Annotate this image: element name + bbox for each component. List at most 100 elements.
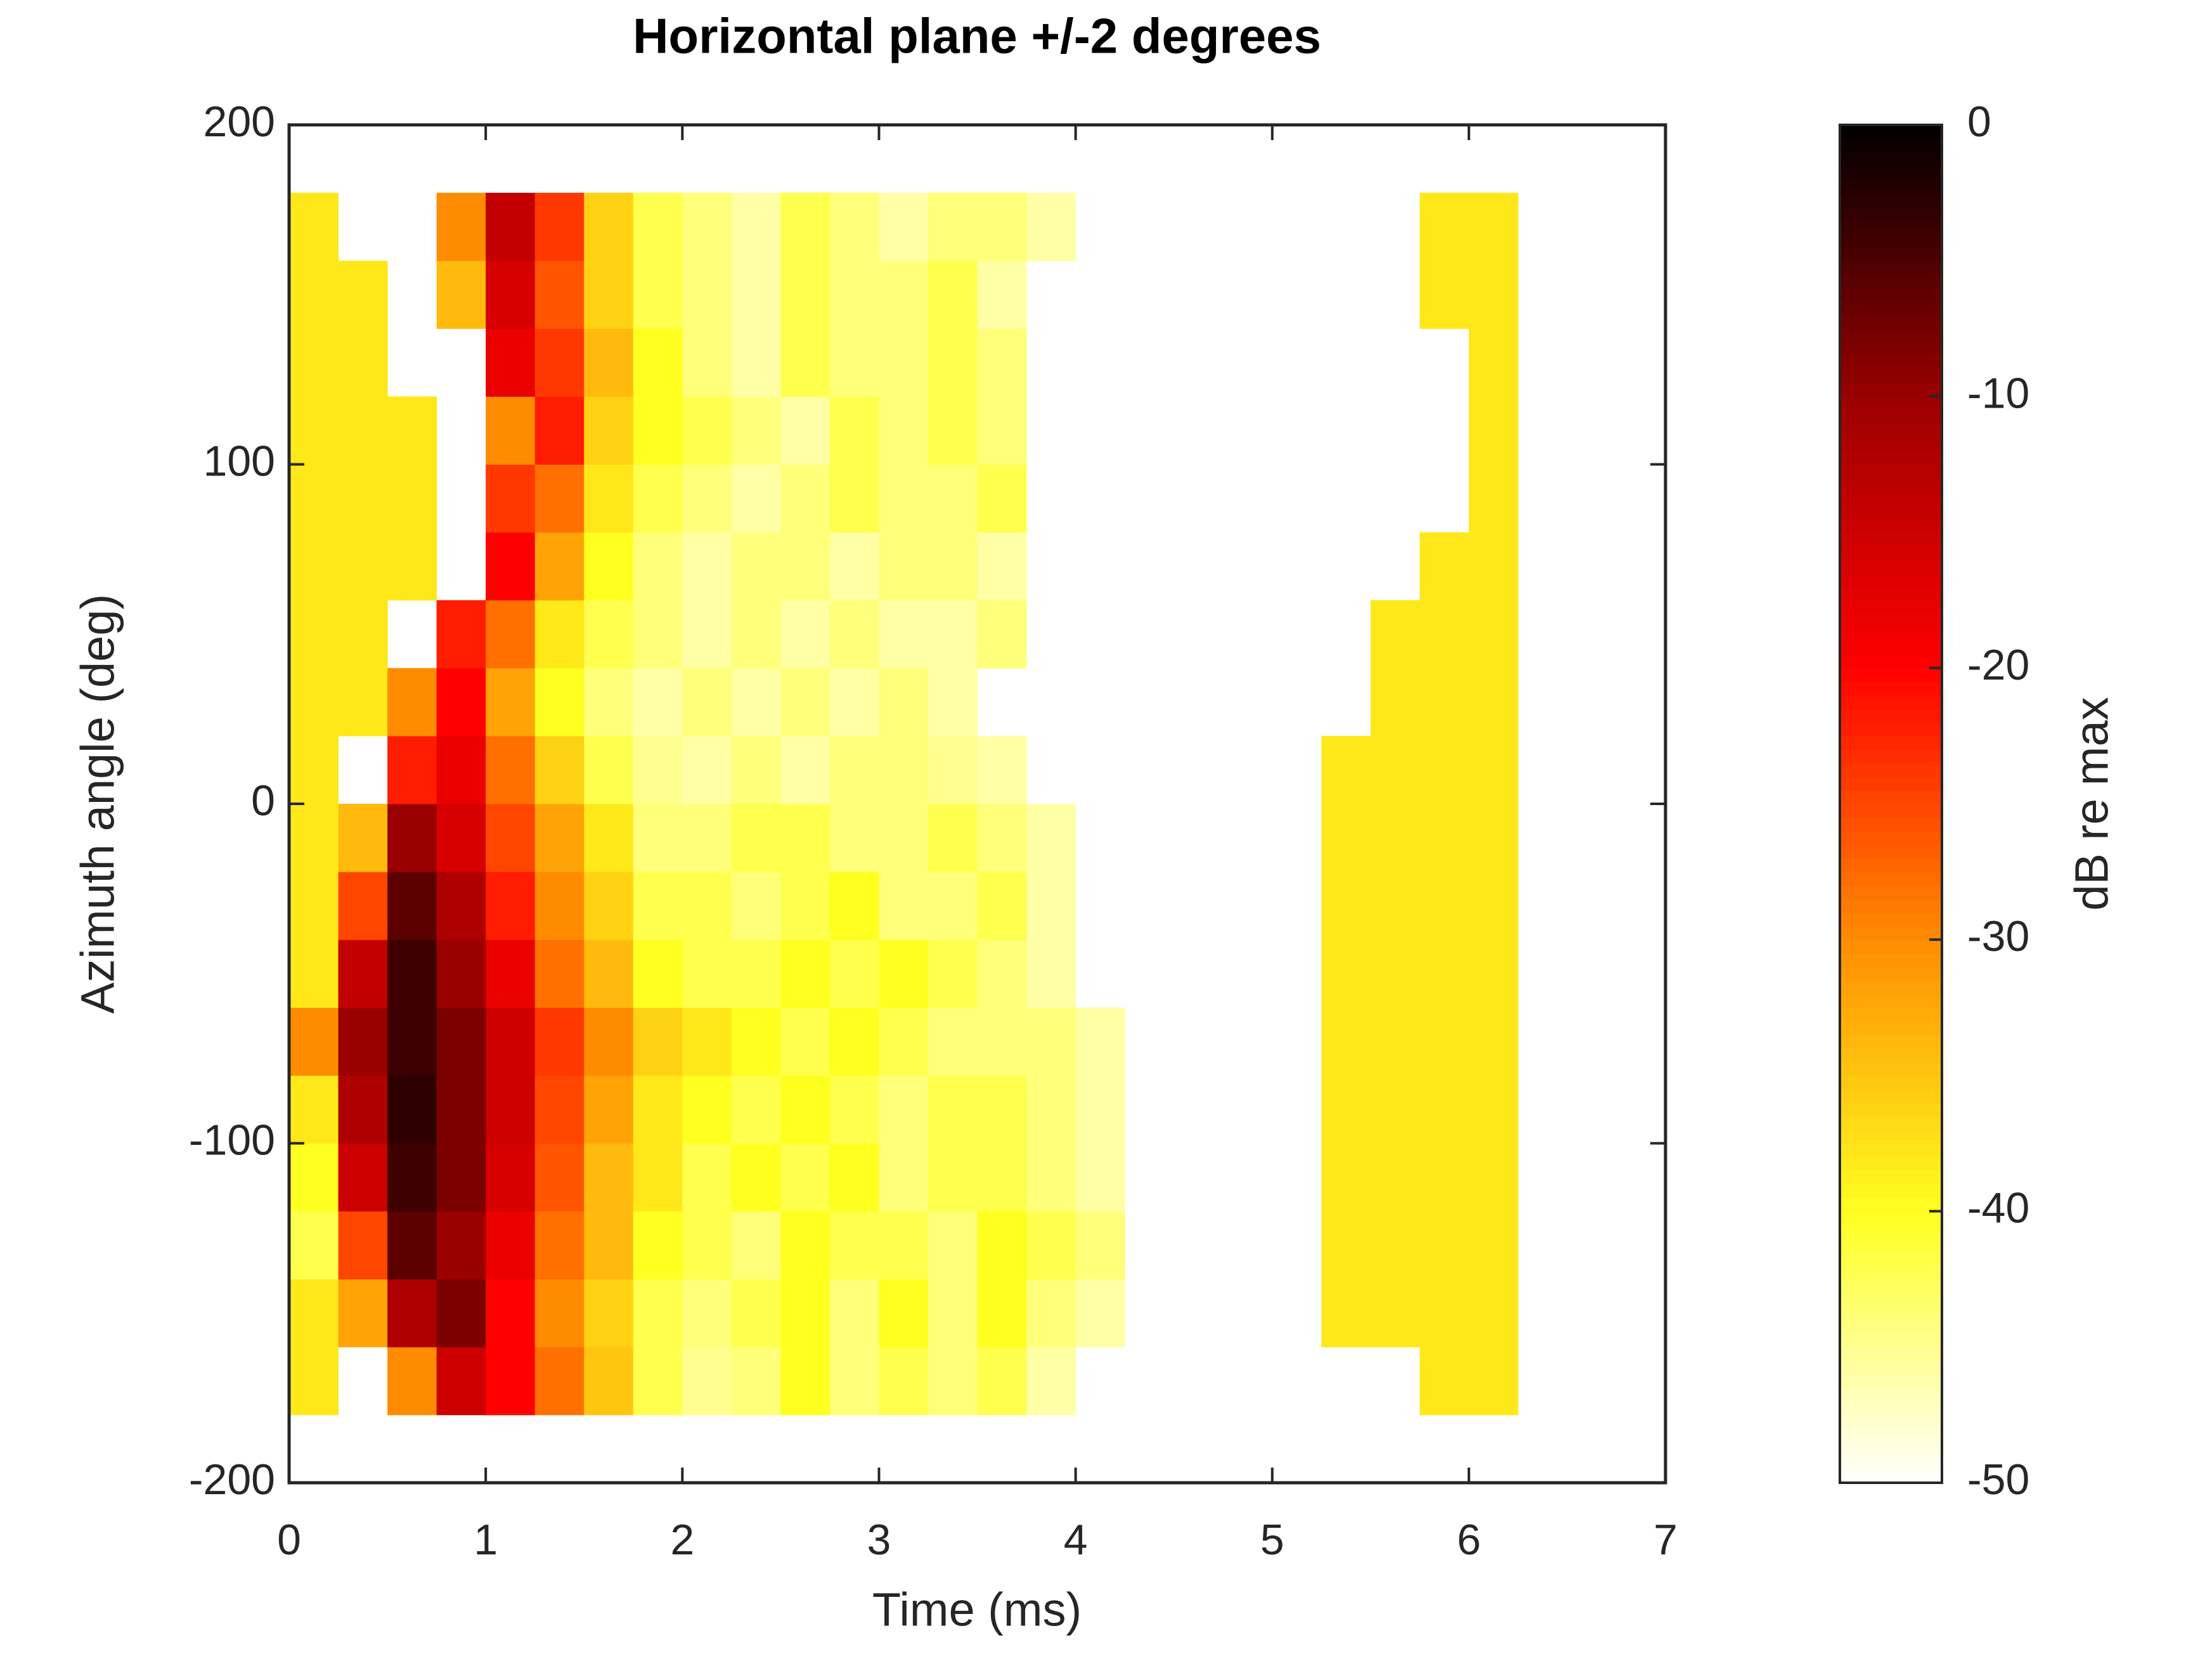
heat-cell bbox=[387, 1346, 437, 1416]
heat-cell bbox=[977, 532, 1027, 601]
heat-cell bbox=[436, 804, 486, 872]
heat-cell bbox=[1026, 1346, 1077, 1416]
heat-cell bbox=[780, 193, 831, 261]
heat-cell bbox=[387, 872, 437, 940]
heat-cell bbox=[977, 1143, 1027, 1212]
heat-cell bbox=[977, 261, 1027, 329]
heat-cell bbox=[879, 532, 929, 601]
colorbar-step bbox=[1840, 640, 1942, 655]
heat-cell bbox=[780, 532, 831, 601]
heat-cell bbox=[1468, 939, 1518, 1008]
heat-cell bbox=[1026, 1143, 1077, 1212]
heat-cell bbox=[731, 1279, 781, 1348]
heat-cell bbox=[289, 328, 339, 397]
heat-cell bbox=[928, 396, 978, 465]
heat-cell bbox=[486, 804, 536, 872]
heat-cell bbox=[928, 464, 978, 533]
heat-cell bbox=[1420, 600, 1470, 669]
heat-cell bbox=[977, 872, 1027, 940]
heat-cell bbox=[879, 193, 929, 261]
colorbar-tick-label: 0 bbox=[1967, 98, 1991, 146]
heat-cell bbox=[633, 261, 683, 329]
heat-cell bbox=[1468, 1211, 1518, 1280]
x-tick-label: 7 bbox=[1653, 1516, 1678, 1564]
heat-cell bbox=[1468, 396, 1518, 465]
colorbar-step bbox=[1840, 1333, 1942, 1348]
colorbar-step bbox=[1840, 423, 1942, 438]
x-tick-label: 6 bbox=[1457, 1516, 1481, 1564]
heat-cell bbox=[584, 1143, 634, 1212]
colorbar-step bbox=[1840, 1170, 1942, 1185]
heat-cell bbox=[289, 600, 339, 669]
y-tick-label: -200 bbox=[189, 1456, 275, 1504]
heat-cell bbox=[780, 668, 831, 737]
heat-cell bbox=[1420, 193, 1470, 261]
heat-cell bbox=[977, 735, 1027, 804]
heat-cell bbox=[534, 872, 585, 940]
colorbar-step bbox=[1840, 572, 1942, 588]
heat-cell bbox=[780, 1143, 831, 1212]
heat-cell bbox=[584, 1211, 634, 1280]
heat-cell bbox=[486, 600, 536, 669]
heat-cell bbox=[534, 735, 585, 804]
heat-cell bbox=[486, 939, 536, 1008]
heat-cell bbox=[879, 939, 929, 1008]
heat-cell bbox=[1420, 1211, 1470, 1280]
heat-cell bbox=[1468, 1075, 1518, 1144]
heat-cell bbox=[289, 193, 339, 261]
colorbar-step bbox=[1840, 1238, 1942, 1253]
colorbar-step bbox=[1840, 125, 1942, 139]
colorbar-step bbox=[1840, 165, 1942, 180]
heat-cell bbox=[534, 1279, 585, 1348]
heat-cell bbox=[584, 872, 634, 940]
heat-cell bbox=[1370, 735, 1420, 804]
heat-cell bbox=[682, 328, 732, 397]
heat-cell bbox=[1321, 1143, 1371, 1212]
heat-cell bbox=[1420, 804, 1470, 872]
heat-cell bbox=[486, 532, 536, 601]
colorbar-tick-label: -50 bbox=[1967, 1456, 2029, 1504]
heat-cell bbox=[682, 804, 732, 872]
colorbar-step bbox=[1840, 559, 1942, 574]
heat-cell bbox=[829, 804, 879, 872]
heat-cell bbox=[584, 1007, 634, 1076]
heat-cell bbox=[731, 261, 781, 329]
colorbar-step bbox=[1840, 804, 1942, 818]
heat-cell bbox=[682, 261, 732, 329]
heat-cell bbox=[1468, 328, 1518, 397]
heat-cell bbox=[1370, 1279, 1420, 1348]
colorbar-step bbox=[1840, 830, 1942, 846]
heat-cell bbox=[289, 1007, 339, 1076]
x-tick-label: 3 bbox=[867, 1516, 891, 1564]
heat-cell bbox=[731, 1346, 781, 1416]
heat-cell bbox=[780, 1346, 831, 1416]
heat-cell bbox=[977, 193, 1027, 261]
heat-cell bbox=[682, 735, 732, 804]
heat-cell bbox=[731, 1075, 781, 1144]
heat-cell bbox=[977, 464, 1027, 533]
heat-cell bbox=[928, 804, 978, 872]
heat-cell bbox=[338, 872, 388, 940]
heat-cell bbox=[289, 1211, 339, 1280]
heat-cell bbox=[731, 872, 781, 940]
heat-cell bbox=[633, 193, 683, 261]
heat-cell bbox=[1075, 1075, 1125, 1144]
colorbar-step bbox=[1840, 817, 1942, 832]
heat-cell bbox=[289, 1075, 339, 1144]
heat-cell bbox=[633, 735, 683, 804]
heat-cell bbox=[879, 464, 929, 533]
colorbar-tick-label: -20 bbox=[1967, 641, 2029, 689]
colorbar-step bbox=[1840, 1197, 1942, 1212]
heat-cell bbox=[387, 939, 437, 1008]
heat-cell bbox=[879, 261, 929, 329]
colorbar-step bbox=[1840, 627, 1942, 642]
heat-cell bbox=[338, 939, 388, 1008]
heat-cell bbox=[928, 872, 978, 940]
heat-cell bbox=[829, 193, 879, 261]
colorbar-step bbox=[1840, 505, 1942, 519]
heat-cell bbox=[584, 804, 634, 872]
heat-cell bbox=[928, 600, 978, 669]
heat-cell bbox=[1370, 1211, 1420, 1280]
heat-cell bbox=[486, 735, 536, 804]
heat-cell bbox=[928, 668, 978, 737]
